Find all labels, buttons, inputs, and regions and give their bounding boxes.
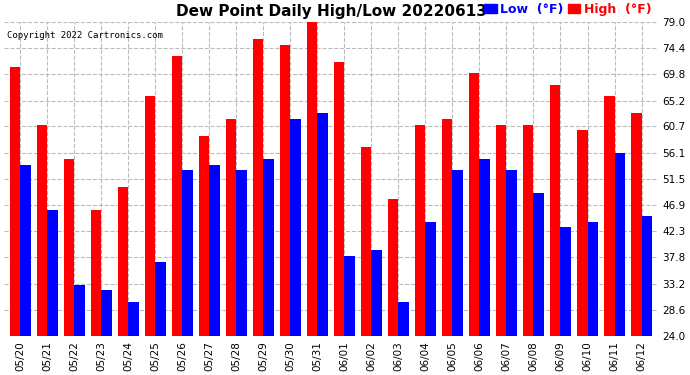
Bar [480,159,490,336]
Bar [533,193,544,336]
Bar [182,170,193,336]
Bar [361,147,371,336]
Bar [496,124,506,336]
Bar [145,96,155,336]
Bar [253,39,264,336]
Bar [101,290,112,336]
Bar [264,159,274,336]
Bar [280,45,290,336]
Bar [21,165,30,336]
Bar [48,210,58,336]
Bar [199,136,210,336]
Bar [307,22,317,336]
Legend: Low  (°F), High  (°F): Low (°F), High (°F) [484,3,651,16]
Bar [398,302,408,336]
Bar [172,56,182,336]
Bar [642,216,652,336]
Bar [210,165,219,336]
Bar [615,153,624,336]
Bar [604,96,615,336]
Bar [155,262,166,336]
Bar [426,222,435,336]
Bar [226,119,237,336]
Bar [578,130,587,336]
Bar [91,210,101,336]
Bar [388,199,398,336]
Bar [10,68,21,336]
Bar [415,124,426,336]
Bar [334,62,344,336]
Bar [64,159,75,336]
Bar [469,73,480,336]
Title: Dew Point Daily High/Low 20220613: Dew Point Daily High/Low 20220613 [175,4,486,19]
Bar [37,124,48,336]
Bar [506,170,517,336]
Bar [550,85,560,336]
Bar [631,113,642,336]
Bar [128,302,139,336]
Bar [290,119,301,336]
Bar [344,256,355,336]
Bar [237,170,247,336]
Bar [118,188,128,336]
Bar [75,285,85,336]
Bar [523,124,533,336]
Bar [587,222,598,336]
Bar [560,228,571,336]
Bar [442,119,453,336]
Bar [453,170,463,336]
Bar [317,113,328,336]
Text: Copyright 2022 Cartronics.com: Copyright 2022 Cartronics.com [8,31,164,40]
Bar [371,251,382,336]
